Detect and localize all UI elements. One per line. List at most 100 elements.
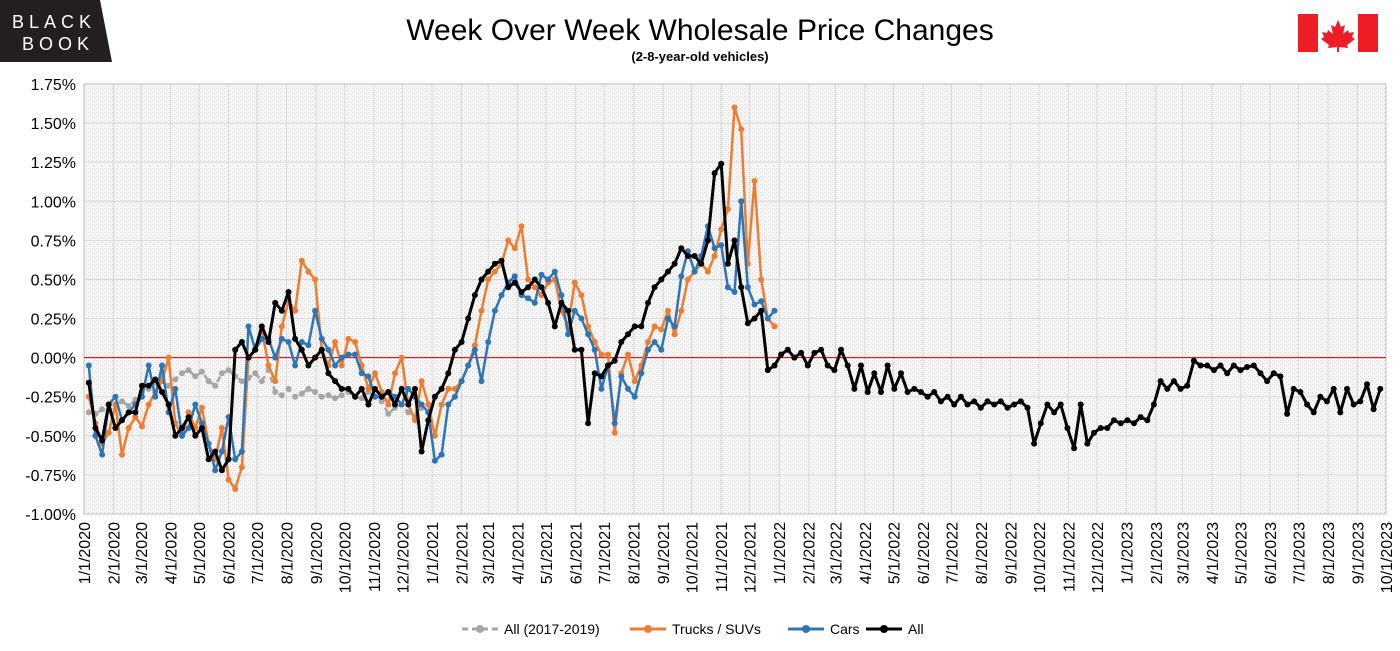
data-point xyxy=(318,393,325,400)
data-point xyxy=(645,346,651,353)
legend-item: All (2017-2019) xyxy=(462,621,600,637)
data-point xyxy=(771,307,778,314)
data-point xyxy=(1250,362,1257,369)
x-tick-label: 2/1/2023 xyxy=(1149,522,1166,584)
data-point xyxy=(478,307,485,314)
data-point xyxy=(864,389,871,395)
data-point xyxy=(518,223,525,230)
data-point xyxy=(225,367,232,374)
data-point xyxy=(691,253,698,259)
chart-title: Week Over Week Wholesale Price Changes xyxy=(406,14,993,47)
data-point xyxy=(212,448,219,455)
data-point xyxy=(1277,373,1284,380)
data-point xyxy=(345,335,352,342)
data-point xyxy=(392,370,398,377)
data-point xyxy=(1350,401,1357,408)
data-point xyxy=(838,346,844,353)
data-point xyxy=(218,370,225,377)
data-point xyxy=(232,346,239,353)
data-point xyxy=(665,268,671,275)
data-point xyxy=(205,456,212,463)
data-point xyxy=(192,401,199,408)
data-point xyxy=(625,385,631,392)
data-point xyxy=(438,401,445,408)
legend-item: Trucks / SUVs xyxy=(630,621,761,637)
data-point xyxy=(212,467,219,474)
data-point xyxy=(1111,417,1117,424)
y-tick-label: 1.75% xyxy=(31,77,76,94)
data-point xyxy=(658,326,665,333)
data-point xyxy=(152,393,159,400)
data-point xyxy=(611,420,618,427)
legend-marker xyxy=(644,625,652,633)
data-point xyxy=(718,160,725,167)
data-point xyxy=(1364,381,1370,388)
x-tick-label: 8/1/2020 xyxy=(280,522,297,584)
data-point xyxy=(245,323,252,330)
data-point xyxy=(605,351,611,358)
data-point xyxy=(252,346,259,353)
data-point xyxy=(292,307,299,314)
data-point xyxy=(185,425,192,431)
data-point xyxy=(172,385,179,392)
data-point xyxy=(738,198,745,205)
data-point xyxy=(451,393,458,400)
data-point xyxy=(658,346,665,353)
data-point xyxy=(272,354,279,361)
data-point xyxy=(698,260,705,267)
data-point xyxy=(285,289,292,295)
data-point xyxy=(1071,445,1078,452)
data-point xyxy=(804,362,811,369)
data-point xyxy=(791,354,798,361)
data-point xyxy=(378,393,385,400)
data-point xyxy=(511,279,518,286)
data-point xyxy=(531,284,538,291)
x-tick-label: 6/1/2023 xyxy=(1263,522,1280,584)
data-point xyxy=(292,335,299,342)
y-tick-label: -1.00% xyxy=(25,507,76,524)
data-point xyxy=(278,335,285,342)
data-point xyxy=(125,409,132,416)
data-point xyxy=(1157,378,1164,385)
y-tick-label: 1.50% xyxy=(31,116,76,133)
data-point xyxy=(578,315,585,322)
y-tick-label: 0.00% xyxy=(31,351,76,368)
data-point xyxy=(332,339,339,345)
data-point xyxy=(478,378,485,385)
data-point xyxy=(651,284,658,291)
y-tick-label: 0.50% xyxy=(31,272,76,289)
x-tick-label: 7/1/2021 xyxy=(597,522,614,584)
data-point xyxy=(884,362,891,369)
data-point xyxy=(771,362,778,369)
data-point xyxy=(99,406,106,413)
y-tick-label: 1.25% xyxy=(31,155,76,172)
y-axis: 1.75% 1.50% 1.25% 1.00% 0.75% 0.50% 0.25% 0.00%… xyxy=(25,77,76,524)
data-point xyxy=(198,425,205,431)
data-point xyxy=(851,385,858,392)
data-point xyxy=(678,307,685,314)
data-point xyxy=(365,385,372,392)
legend-label: All xyxy=(908,621,924,637)
data-point xyxy=(205,378,212,385)
data-point xyxy=(718,242,725,249)
data-point xyxy=(831,367,838,374)
data-point xyxy=(152,376,159,383)
plot-area xyxy=(84,84,1386,514)
data-point xyxy=(445,401,452,408)
data-point xyxy=(585,420,592,427)
black-book-logo: BLACK BOOK xyxy=(0,0,112,62)
data-point xyxy=(305,385,312,392)
data-point xyxy=(425,417,432,424)
legend-marker xyxy=(802,625,810,633)
x-tick-label: 3/1/2020 xyxy=(134,522,151,584)
y-tick-label: -0.25% xyxy=(25,390,76,407)
data-point xyxy=(731,289,738,295)
x-tick-label: 9/1/2023 xyxy=(1350,522,1367,584)
data-point xyxy=(272,389,279,395)
data-point xyxy=(724,284,731,291)
data-point xyxy=(1024,404,1031,411)
data-point xyxy=(1084,440,1091,447)
data-point xyxy=(272,378,279,385)
data-point xyxy=(145,401,152,408)
